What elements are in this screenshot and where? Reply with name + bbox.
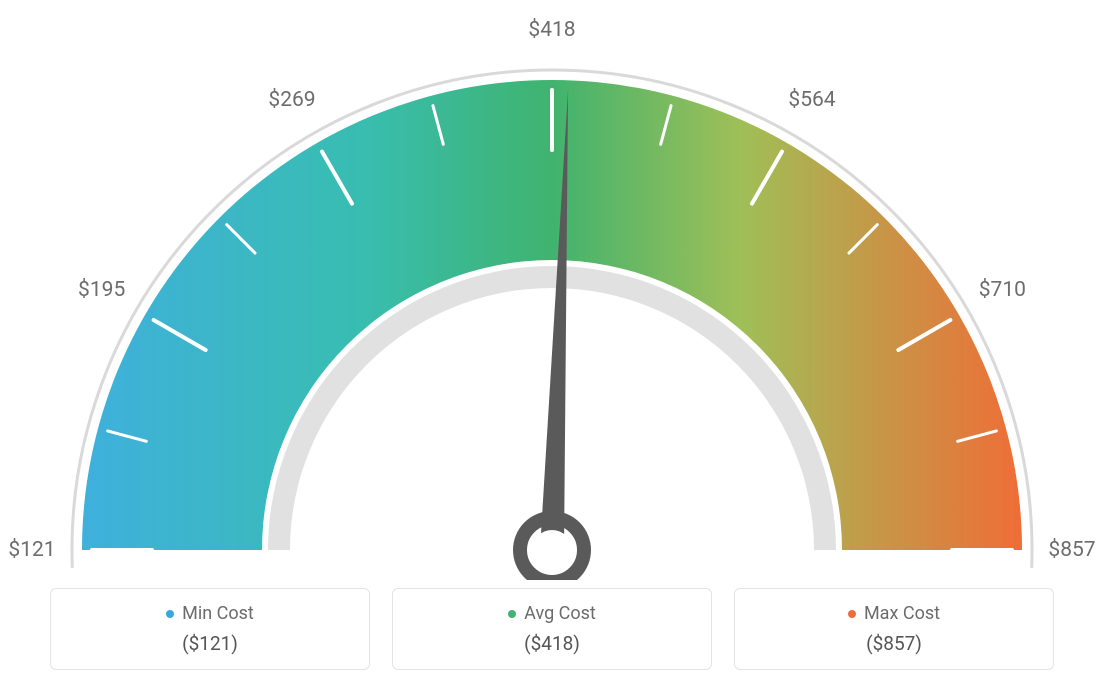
tick-label: $710 [979,278,1026,302]
tick-label: $857 [1048,538,1095,562]
tick-label: $418 [528,18,575,42]
gauge-chart: $121 $195 $269 $418 $564 $710 $857 [0,0,1104,580]
legend-card-min: Min Cost ($121) [50,588,370,671]
cost-gauge-widget: $121 $195 $269 $418 $564 $710 $857 Min Cost ($… [0,0,1104,690]
tick-label: $269 [268,88,315,112]
dot-icon-avg [508,610,516,618]
legend-value-max: ($857) [745,632,1043,655]
legend-title-max: Max Cost [848,603,940,624]
legend-row: Min Cost ($121) Avg Cost ($418) Max Cost… [50,588,1054,671]
legend-card-max: Max Cost ($857) [734,588,1054,671]
tick-label: $121 [8,538,55,562]
tick-label: $195 [78,278,125,302]
legend-title-min: Min Cost [166,603,254,624]
legend-label-max: Max Cost [864,603,940,624]
gauge-svg [0,0,1104,580]
dot-icon-min [166,610,174,618]
legend-label-avg: Avg Cost [524,603,596,624]
legend-label-min: Min Cost [182,603,254,624]
dot-icon-max [848,610,856,618]
legend-value-avg: ($418) [403,632,701,655]
legend-title-avg: Avg Cost [508,603,596,624]
tick-label: $564 [788,88,835,112]
legend-card-avg: Avg Cost ($418) [392,588,712,671]
legend-value-min: ($121) [61,632,359,655]
